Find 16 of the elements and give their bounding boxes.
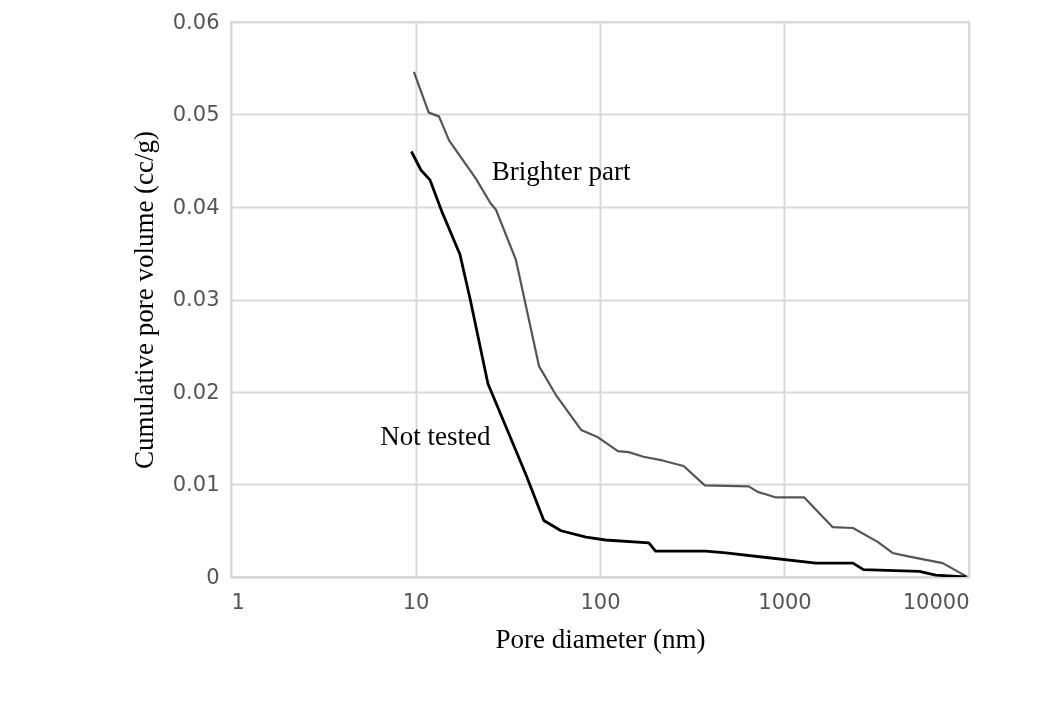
- x-tick-label: 100: [580, 589, 621, 614]
- series-label: Brighter part: [491, 156, 631, 187]
- y-tick-label: 0.01: [172, 472, 220, 496]
- x-axis-title: Pore diameter (nm): [495, 623, 706, 654]
- x-tick-label: 10000: [902, 589, 970, 614]
- x-tick-label: 10: [402, 589, 430, 614]
- x-tick-label: 1: [231, 589, 245, 614]
- y-axis-title: Cumulative pore volume (cc/g): [128, 130, 159, 470]
- y-tick-label: 0.05: [172, 102, 220, 126]
- y-tick-label: 0.06: [172, 9, 220, 34]
- y-tick-label: 0: [206, 564, 220, 589]
- y-tick-label: 0.02: [172, 379, 220, 404]
- x-tick-label: 1000: [758, 589, 812, 614]
- y-tick-label: 0.04: [172, 194, 220, 219]
- y-tick-label: 0.03: [172, 287, 220, 311]
- series-label: Not tested: [380, 420, 491, 451]
